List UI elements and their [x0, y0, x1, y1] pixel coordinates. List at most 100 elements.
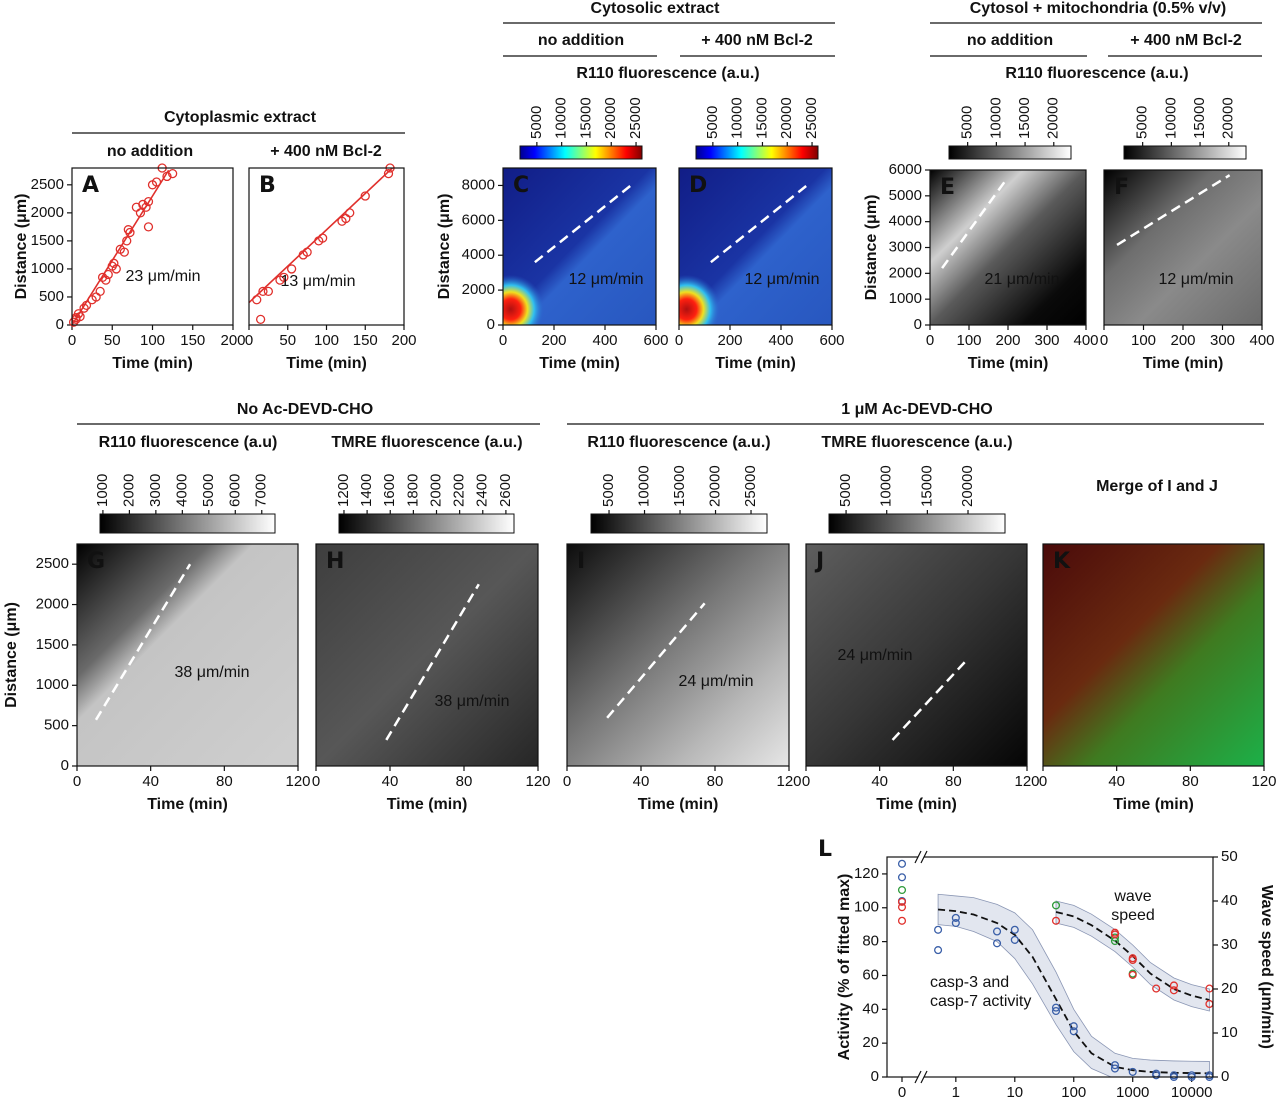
x-tick-label: 40 [1108, 773, 1125, 790]
data-point [279, 272, 289, 282]
y-tick-label: 3000 [889, 238, 922, 255]
x-tick-label: 150 [180, 332, 205, 349]
data-point [1069, 1022, 1078, 1031]
heatmap-image [806, 544, 1027, 766]
colorbar-tick-label: 20000 [706, 465, 723, 507]
data-point [143, 196, 154, 207]
x-axis-label: Time (min) [638, 796, 719, 813]
data-point [897, 873, 907, 882]
colorbar-tick-label: 20000 [959, 465, 976, 507]
colorbar [99, 513, 276, 534]
axes-frame [248, 167, 405, 326]
colorbar-tick-label: 6000 [226, 474, 243, 507]
x-axis-label: Time (min) [387, 796, 468, 813]
x-tick-label: 0 [1039, 773, 1047, 790]
x-tick-label: 300 [1210, 332, 1235, 349]
y-axis-label: Distance (μm) [3, 602, 20, 708]
x-tick-label: 0 [68, 332, 76, 349]
speed-guide [1116, 174, 1231, 246]
colorbar-tick-label: 2400 [474, 474, 491, 507]
x-tick-label: 100 [1131, 332, 1156, 349]
data-point [1051, 916, 1061, 925]
data-point [1051, 1006, 1061, 1016]
data-point [162, 171, 172, 182]
axes-frame [566, 543, 790, 767]
panel-letter: L [818, 837, 832, 862]
data-point [897, 903, 907, 912]
y-tick-label: 4000 [462, 246, 495, 263]
annotation: 24 μm/min [837, 647, 912, 664]
speed-guide [710, 182, 810, 264]
colorbar-tick-label: 15000 [1016, 97, 1033, 139]
axes-frame [678, 167, 833, 326]
panel-letter: A [82, 173, 99, 198]
data-point [1110, 1061, 1120, 1070]
data-point [1010, 925, 1019, 934]
heatmap-image [77, 544, 298, 766]
panel-letter: B [259, 173, 276, 198]
data-point [1152, 984, 1161, 993]
x-tick-label: 100 [1061, 1084, 1086, 1099]
y-tick-label: 2000 [31, 204, 64, 221]
data-point [81, 300, 92, 311]
data-point [1110, 930, 1120, 939]
colorbar-tick-label: 15000 [577, 97, 594, 139]
colorbar-tick-label: 10000 [987, 97, 1004, 139]
data-point [1110, 1064, 1120, 1073]
data-point [897, 916, 907, 925]
data-point [934, 925, 943, 934]
x-tick-label: 400 [768, 332, 793, 349]
colorbar-tick-label: 25000 [627, 97, 644, 139]
x-axis-label: Time (min) [876, 796, 957, 813]
x-tick-label: 40 [871, 773, 888, 790]
header: Merge of I and J [1096, 478, 1218, 495]
data-point [101, 275, 111, 285]
axes-frame [315, 543, 539, 767]
x-tick-label: 0 [312, 773, 320, 790]
fit-line [937, 908, 1210, 1075]
data-point [897, 859, 907, 868]
speed-guide [941, 179, 1008, 269]
colorbar-tick-label: 5000 [704, 106, 721, 139]
x-tick-label: 100 [140, 332, 165, 349]
colorbar-tick-label: 1800 [404, 474, 421, 507]
speed-guide [891, 657, 969, 741]
data-point [1128, 955, 1137, 965]
y-tick-label: 2000 [36, 596, 69, 613]
header: Cytosol + mitochondria (0.5% v/v) [970, 0, 1227, 17]
axis-break-gap [918, 1074, 924, 1080]
x-tick-label: 80 [1182, 773, 1199, 790]
axis-break-gap [918, 854, 924, 860]
header: 1 μM Ac-DEVD-CHO [841, 401, 992, 418]
data-point [951, 913, 960, 922]
x-tick-label: 80 [945, 773, 962, 790]
panel-letter: F [1114, 175, 1129, 200]
data-point [111, 264, 121, 274]
y-tick-label: 1000 [36, 676, 69, 693]
colorbar-tick-label: 20000 [1220, 97, 1237, 139]
data-point [1169, 981, 1178, 990]
annotation: 23 μm/min [125, 268, 200, 285]
y-tick-label: 0 [61, 757, 69, 774]
data-point [1051, 901, 1061, 910]
y-tick-label: 20 [862, 1034, 879, 1051]
annotation: casp-3 and [930, 974, 1009, 991]
speed-guide [385, 583, 480, 741]
colorbar [519, 145, 643, 160]
data-point [68, 317, 79, 327]
y-tick-label: 0 [56, 316, 64, 333]
panel-letter: J [814, 549, 824, 574]
data-point [897, 897, 907, 906]
x-tick-label: 80 [216, 773, 233, 790]
y-tick-label: 6000 [462, 211, 495, 228]
annotation: 12 μm/min [744, 271, 819, 288]
data-point [79, 303, 89, 313]
panel-letter: I [577, 549, 585, 574]
colorbar-tick-label: 4000 [173, 474, 190, 507]
x-axis-label: Time (min) [112, 355, 193, 372]
plot-area [1116, 174, 1231, 246]
header: R110 fluorescence (a.u.) [576, 65, 759, 82]
x-tick-label: 400 [592, 332, 617, 349]
data-point [141, 202, 151, 212]
x-tick-label: 120 [525, 773, 550, 790]
